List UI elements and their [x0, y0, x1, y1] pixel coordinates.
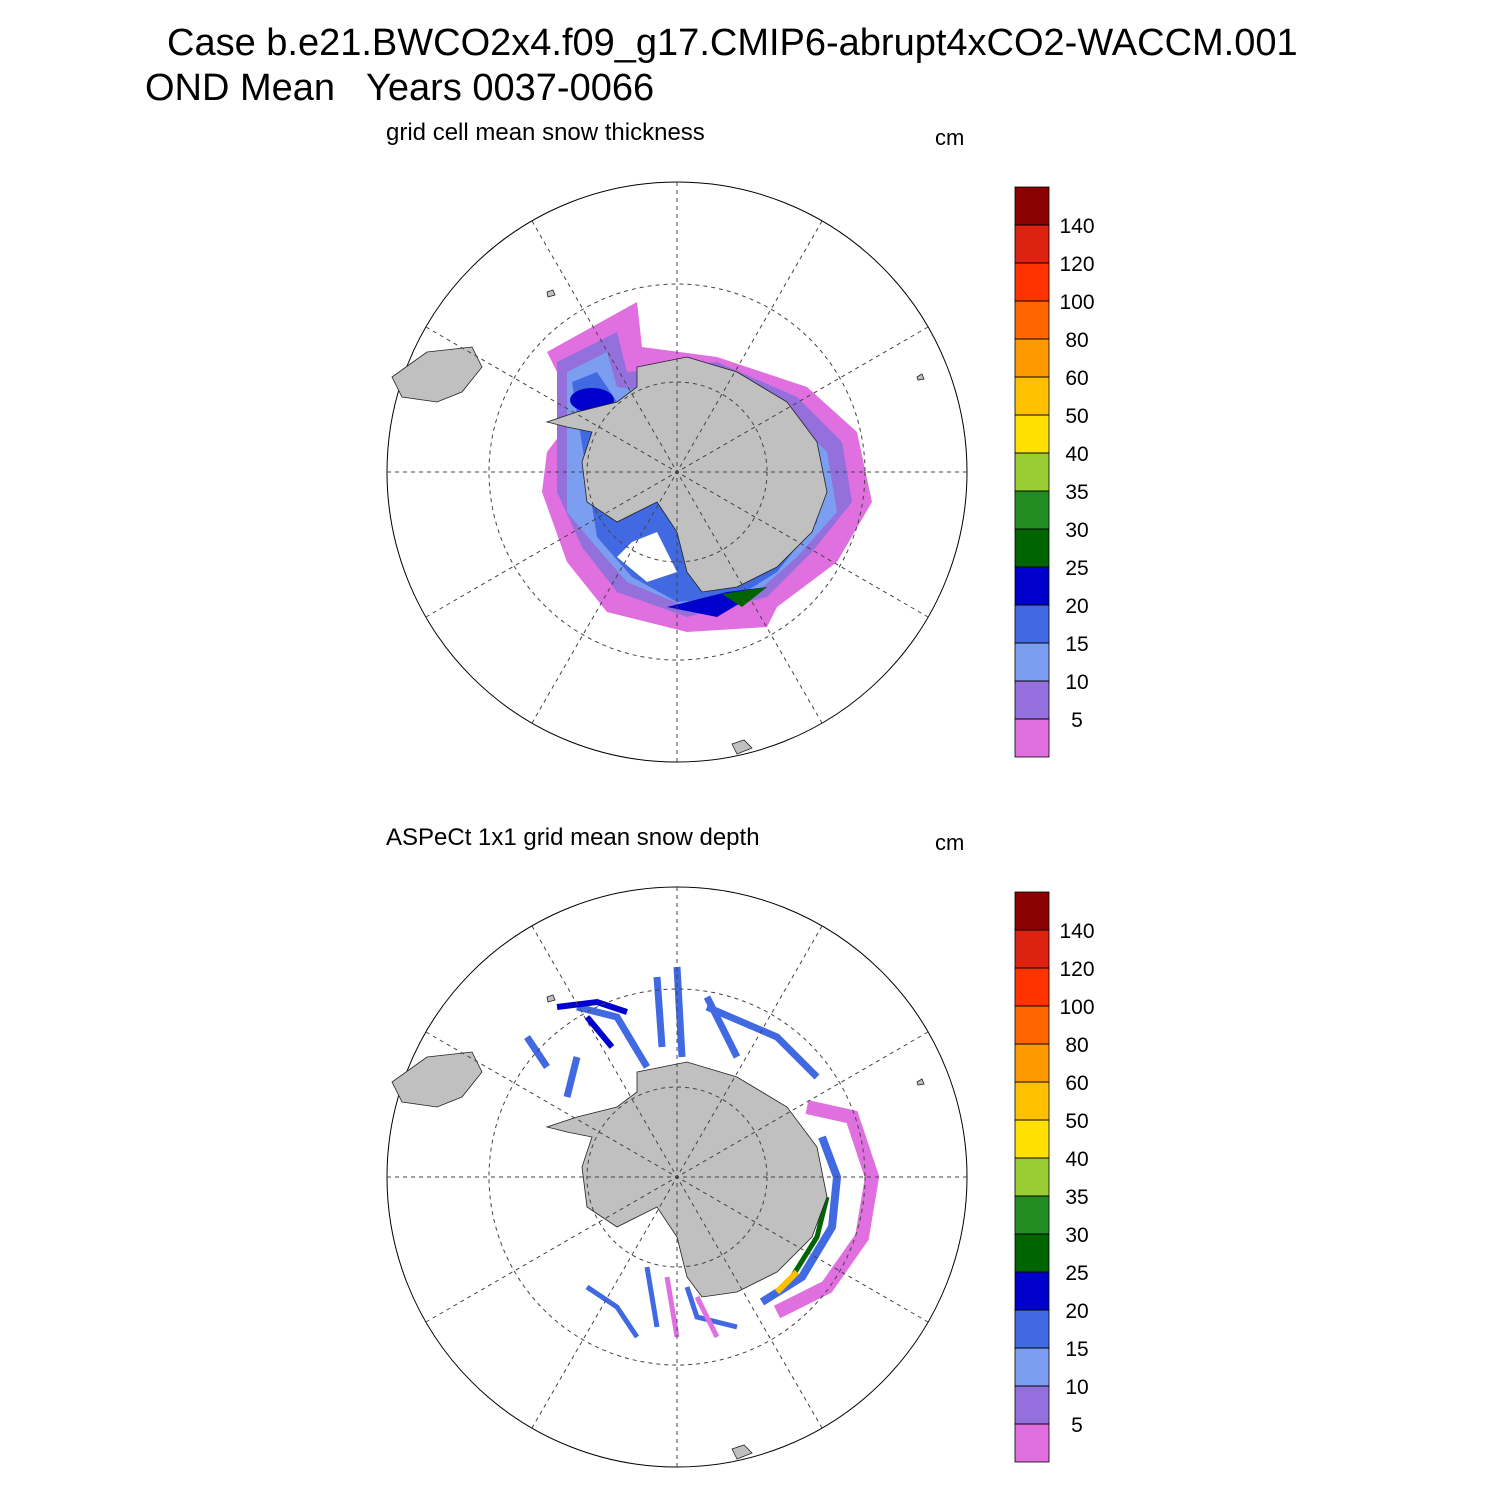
colorbar-label: 5 — [1071, 1414, 1083, 1437]
colorbar-box — [1014, 642, 1050, 682]
title-line: OND Mean Years 0037-0066 — [145, 67, 654, 109]
colorbar-label: 120 — [1059, 958, 1094, 981]
colorbar-box — [1014, 1195, 1050, 1235]
colorbar-box — [1014, 262, 1050, 302]
colorbar-box — [1014, 1005, 1050, 1045]
colorbar-label: 120 — [1059, 253, 1094, 276]
colorbar-label: 25 — [1065, 1262, 1088, 1285]
colorbar-label: 30 — [1065, 519, 1088, 542]
map-panel — [386, 886, 968, 1468]
colorbar-box — [1014, 1081, 1050, 1121]
colorbar-box — [1014, 1157, 1050, 1197]
colorbar-box — [1014, 1347, 1050, 1387]
colorbar-box — [1014, 718, 1050, 758]
subtitle: ASPeCt 1x1 grid mean snow depth — [386, 824, 760, 851]
colorbar-label: 40 — [1065, 1148, 1088, 1171]
colorbar-label: 35 — [1065, 481, 1088, 504]
colorbar-label: 140 — [1059, 920, 1094, 943]
title-line: Case b.e21.BWCO2x4.f09_g17.CMIP6-abrupt4… — [167, 22, 1298, 64]
colorbar-box — [1014, 604, 1050, 644]
colorbar-label: 100 — [1059, 291, 1094, 314]
colorbar-label: 60 — [1065, 1072, 1088, 1095]
units: cm — [935, 125, 964, 150]
colorbar-label: 15 — [1065, 633, 1088, 656]
colorbar-label: 25 — [1065, 557, 1088, 580]
colorbar-label: 20 — [1065, 595, 1088, 618]
colorbar-box — [1014, 1233, 1050, 1273]
colorbar-box — [1014, 1309, 1050, 1349]
colorbar-box — [1014, 891, 1050, 931]
colorbar-box — [1014, 414, 1050, 454]
colorbar-box — [1014, 224, 1050, 264]
colorbar-label: 50 — [1065, 1110, 1088, 1133]
colorbar-box — [1014, 1119, 1050, 1159]
colorbar-label: 50 — [1065, 405, 1088, 428]
colorbar-label: 40 — [1065, 443, 1088, 466]
colorbar-box — [1014, 967, 1050, 1007]
subtitle: grid cell mean snow thickness — [386, 119, 705, 146]
colorbar-box — [1014, 1423, 1050, 1463]
colorbar-label: 35 — [1065, 1186, 1088, 1209]
colorbar-box — [1014, 566, 1050, 606]
colorbar-box — [1014, 300, 1050, 340]
colorbar-label: 60 — [1065, 367, 1088, 390]
units: cm — [935, 830, 964, 855]
colorbar-label: 30 — [1065, 1224, 1088, 1247]
colorbar-label: 10 — [1065, 1376, 1088, 1399]
colorbar-box — [1014, 1271, 1050, 1311]
colorbar-label: 5 — [1071, 709, 1083, 732]
colorbar-box — [1014, 929, 1050, 969]
colorbar-box — [1014, 1385, 1050, 1425]
colorbar-box — [1014, 452, 1050, 492]
colorbar-box — [1014, 186, 1050, 226]
colorbar-box — [1014, 680, 1050, 720]
colorbar-box — [1014, 338, 1050, 378]
colorbar-label: 80 — [1065, 1034, 1088, 1057]
map-panel — [386, 181, 968, 763]
colorbar-label: 100 — [1059, 996, 1094, 1019]
colorbar-box — [1014, 1043, 1050, 1083]
colorbar-box — [1014, 528, 1050, 568]
colorbar-box — [1014, 376, 1050, 416]
colorbar-box — [1014, 490, 1050, 530]
colorbar-label: 20 — [1065, 1300, 1088, 1323]
colorbar-label: 140 — [1059, 215, 1094, 238]
colorbar-label: 15 — [1065, 1338, 1088, 1361]
colorbar-label: 10 — [1065, 671, 1088, 694]
colorbar-label: 80 — [1065, 329, 1088, 352]
